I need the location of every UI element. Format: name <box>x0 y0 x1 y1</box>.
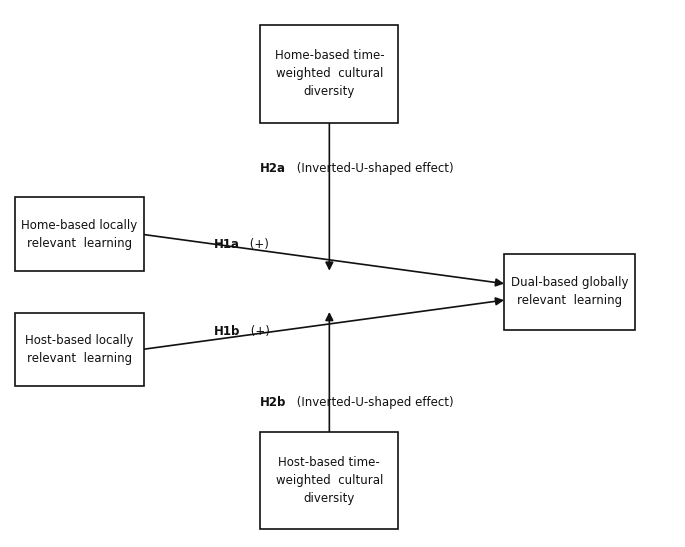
Text: H1a: H1a <box>214 238 240 251</box>
Text: (+): (+) <box>247 325 270 337</box>
Text: (Inverted-U-shaped effect): (Inverted-U-shaped effect) <box>293 395 453 409</box>
Text: H2b: H2b <box>260 395 287 409</box>
Text: Home-based time-
weighted  cultural
diversity: Home-based time- weighted cultural diver… <box>275 49 384 98</box>
Text: H2a: H2a <box>260 162 286 175</box>
Text: Host-based time-
weighted  cultural
diversity: Host-based time- weighted cultural diver… <box>275 456 383 505</box>
Text: Dual-based globally
relevant  learning: Dual-based globally relevant learning <box>510 276 628 307</box>
Text: H1b: H1b <box>214 325 240 337</box>
Text: Host-based locally
relevant  learning: Host-based locally relevant learning <box>25 334 134 365</box>
FancyBboxPatch shape <box>260 25 399 123</box>
FancyBboxPatch shape <box>15 197 144 271</box>
FancyBboxPatch shape <box>15 313 144 386</box>
Text: (Inverted-U-shaped effect): (Inverted-U-shaped effect) <box>292 162 453 175</box>
Text: (+): (+) <box>247 238 269 251</box>
Text: Home-based locally
relevant  learning: Home-based locally relevant learning <box>21 219 138 249</box>
FancyBboxPatch shape <box>260 432 399 529</box>
FancyBboxPatch shape <box>503 254 635 330</box>
